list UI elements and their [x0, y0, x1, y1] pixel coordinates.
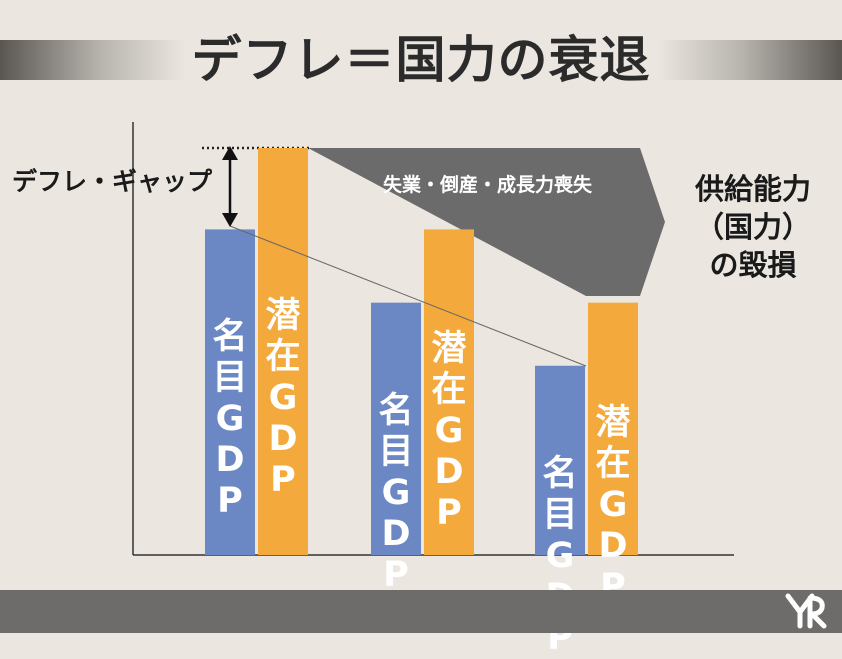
bar-label-char: G — [268, 378, 298, 418]
loss-band-arrow — [308, 148, 665, 296]
title-band — [0, 40, 842, 80]
bar-label-char: 目 — [378, 431, 414, 472]
bar-label-char: 潜 — [265, 296, 301, 336]
bar-label-char: 在 — [595, 443, 631, 484]
nominal-gdp-bar-2 — [371, 302, 421, 555]
bar-label-char: 名 — [378, 390, 414, 431]
bar-label-char: P — [436, 493, 462, 534]
potential-gdp-bar-3 — [588, 302, 638, 555]
nominal-gdp-bar-3 — [535, 365, 585, 555]
bar-label-char: 名 — [542, 453, 578, 494]
bar-label-char: P — [270, 460, 296, 500]
bar-label-char: G — [381, 472, 411, 513]
bar-label-char: 名 — [212, 317, 248, 358]
supply-capacity-line3: の毀損 — [709, 248, 797, 282]
gap-double-arrow — [222, 146, 238, 227]
bar-label-char: D — [434, 452, 464, 493]
supply-capacity-line1: 供給能力 — [694, 172, 811, 206]
bar-label-char: G — [598, 484, 628, 525]
bar-label-char: P — [217, 481, 243, 522]
potential-gdp-bar-2 — [424, 229, 474, 555]
bar-label-char: D — [268, 419, 298, 459]
nominal-gdp-bar-1 — [205, 229, 255, 555]
supply-capacity-label: 供給能力 （国力） の毀損 — [668, 170, 838, 284]
loss-band-label: 失業・倒産・成長力喪失 — [383, 174, 593, 196]
deflation-gap-label: デフレ・ギャップ — [12, 167, 213, 196]
bar-label-char: 在 — [265, 337, 301, 377]
bar-label-char: P — [383, 554, 409, 595]
page-title: デフレ＝国力の衰退 — [191, 31, 651, 89]
diagram — [132, 122, 734, 556]
potential-gdp-bar-1 — [258, 148, 308, 555]
footer-bar — [0, 590, 842, 633]
brand-logo-icon — [785, 593, 827, 629]
bar-label-char: D — [215, 440, 245, 481]
supply-capacity-line2: （国力） — [694, 210, 811, 244]
bar-label-char: 目 — [212, 358, 248, 399]
bar-label-char: 潜 — [595, 402, 631, 443]
bar-label-char: 潜 — [431, 329, 467, 370]
bar-label-char: G — [545, 535, 575, 576]
bar-label-char: D — [381, 513, 411, 554]
bar-label-char: D — [598, 525, 628, 566]
bar-label-char: 在 — [431, 370, 467, 411]
bar-label-char: G — [434, 411, 464, 452]
nominal-decline-line — [229, 225, 587, 367]
bar-label-char: 目 — [542, 494, 578, 535]
bar-label-char: G — [215, 399, 245, 440]
